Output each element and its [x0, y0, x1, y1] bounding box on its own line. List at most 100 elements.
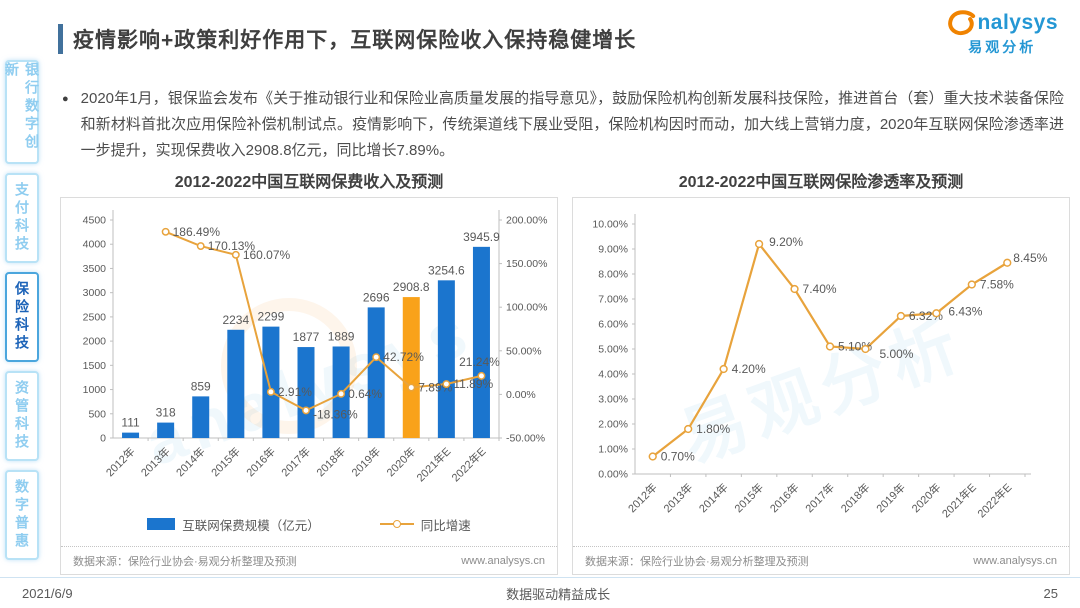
svg-text:3945.9: 3945.9 [463, 230, 500, 244]
svg-text:2017年: 2017年 [278, 444, 313, 479]
svg-text:11.89%: 11.89% [453, 377, 493, 391]
legend-item-bars: 互联网保费规模（亿元） [147, 515, 320, 534]
bar-swatch-icon [147, 518, 176, 530]
legend-item-line: 同比增速 [379, 515, 471, 534]
svg-text:1500: 1500 [83, 360, 107, 372]
svg-text:2020年: 2020年 [383, 444, 418, 479]
svg-text:50.00%: 50.00% [506, 345, 542, 357]
premium-income-chart: 0 500 1000 1500 2000 2500 3000 3500 4000 4500 -50.… [83, 210, 547, 484]
svg-text:200.00%: 200.00% [506, 215, 547, 227]
left-source-label: 数据来源：保险行业协会·易观分析整理及预测 [73, 555, 297, 568]
svg-text:2.91%: 2.91% [278, 385, 312, 399]
svg-text:2.00%: 2.00% [598, 419, 628, 431]
svg-text:2022年E: 2022年E [448, 444, 488, 484]
logo-brand-text: nalysys [977, 11, 1058, 34]
svg-text:3254.6: 3254.6 [428, 263, 465, 277]
penetration-rate-panel: 2012-2022中国互联网保险渗透率及预测 易观分析 0.00% 1.00% 2.… [572, 168, 1070, 575]
right-source-row: 数据来源：保险行业协会·易观分析整理及预测 www.analysys.cn [573, 546, 1069, 574]
svg-text:318: 318 [156, 406, 176, 420]
svg-text:1889: 1889 [328, 329, 355, 343]
left-website-link[interactable]: www.analysys.cn [461, 554, 545, 567]
svg-text:2000: 2000 [83, 336, 107, 348]
sidebar-item-banking-digital[interactable]: 银行数字创新 [4, 60, 40, 164]
left-chart-box: analysys 0 500 1000 1500 2000 2500 3000 3500 400… [60, 197, 558, 575]
legend-label-bars: 互联网保费规模（亿元） [182, 518, 320, 533]
right-chart-box: 易观分析 0.00% 1.00% 2.00% 3.00% 4.00% 5.00% 6.00%… [572, 197, 1070, 575]
analysys-logo: nalysys 易观分析 [946, 10, 1058, 57]
svg-text:3.00%: 3.00% [598, 394, 628, 406]
svg-text:8.00%: 8.00% [598, 269, 628, 281]
svg-text:2019年: 2019年 [873, 480, 908, 515]
svg-text:859: 859 [191, 379, 211, 393]
svg-text:7.00%: 7.00% [598, 294, 628, 306]
svg-text:-50.00%: -50.00% [506, 433, 545, 445]
svg-text:2016年: 2016年 [767, 480, 802, 515]
svg-text:1000: 1000 [83, 384, 107, 396]
svg-text:0.70%: 0.70% [661, 450, 695, 464]
svg-text:2015年: 2015年 [731, 480, 766, 515]
svg-text:2016年: 2016年 [243, 444, 278, 479]
svg-text:5.00%: 5.00% [879, 347, 913, 361]
svg-text:2019年: 2019年 [348, 444, 383, 479]
svg-text:0.00%: 0.00% [506, 389, 536, 401]
svg-text:9.00%: 9.00% [598, 244, 628, 256]
svg-text:2908.8: 2908.8 [393, 280, 430, 294]
svg-text:21.24%: 21.24% [459, 355, 500, 369]
svg-text:7.58%: 7.58% [980, 278, 1014, 292]
sidebar-item-payment-tech[interactable]: 支付科技 [5, 173, 39, 263]
svg-text:4.00%: 4.00% [598, 369, 628, 381]
title-accent-bar [58, 24, 63, 54]
svg-text:2017年: 2017年 [802, 480, 837, 515]
svg-text:170.13%: 170.13% [208, 239, 256, 253]
svg-text:2015年: 2015年 [208, 444, 243, 479]
svg-text:2018年: 2018年 [313, 444, 348, 479]
svg-text:186.49%: 186.49% [173, 225, 221, 239]
sidebar-item-asset-mgmt-tech[interactable]: 资管科技 [5, 371, 39, 461]
svg-text:2013年: 2013年 [660, 480, 695, 515]
sidebar-item-digital-inclusion[interactable]: 数字普惠 [5, 470, 39, 560]
logo-brand-cn: 易观分析 [968, 39, 1037, 55]
left-chart-legend: 互联网保费规模（亿元） 同比增速 [61, 510, 557, 538]
svg-text:3000: 3000 [83, 287, 107, 299]
svg-text:500: 500 [88, 408, 106, 420]
svg-text:1.80%: 1.80% [696, 422, 730, 436]
svg-text:9.20%: 9.20% [769, 235, 803, 249]
line-swatch-icon [379, 520, 414, 528]
svg-text:6.00%: 6.00% [598, 319, 628, 331]
svg-text:2022年E: 2022年E [974, 480, 1014, 520]
left-source-row: 数据来源：保险行业协会·易观分析整理及预测 www.analysys.cn [61, 546, 557, 574]
page-title: 疫情影响+政策利好作用下，互联网保险收入保持稳健增长 [73, 29, 637, 52]
footer-page-number: 25 [1043, 585, 1058, 601]
logo-swoosh-icon [948, 10, 976, 36]
svg-text:0.00%: 0.00% [598, 469, 628, 481]
svg-text:2012年: 2012年 [103, 444, 138, 479]
footer-slogan: 数据驱动精益成长 [506, 586, 611, 602]
right-chart-title: 2012-2022中国互联网保险渗透率及预测 [678, 174, 964, 191]
svg-text:150.00%: 150.00% [506, 258, 547, 270]
svg-text:2299: 2299 [258, 310, 285, 324]
svg-text:160.07%: 160.07% [243, 248, 291, 262]
svg-text:2014年: 2014年 [173, 444, 208, 479]
svg-text:1877: 1877 [293, 330, 320, 344]
svg-text:4.20%: 4.20% [732, 362, 766, 376]
svg-text:8.45%: 8.45% [1013, 251, 1047, 265]
svg-text:2013年: 2013年 [138, 444, 173, 479]
svg-text:2018年: 2018年 [838, 480, 873, 515]
summary-block: ● 2020年1月，银保监会发布《关于推动银行业和保险业高质量发展的指导意见》，… [62, 86, 1064, 164]
svg-text:-18.36%: -18.36% [313, 407, 358, 421]
bullet-icon: ● [62, 93, 69, 105]
svg-text:2020年: 2020年 [908, 480, 943, 515]
right-website-link[interactable]: www.analysys.cn [973, 554, 1057, 567]
svg-text:1.00%: 1.00% [598, 444, 628, 456]
svg-text:4500: 4500 [83, 215, 107, 227]
sidebar-item-insurance-tech[interactable]: 保险科技 [5, 272, 39, 362]
summary-text: 2020年1月，银保监会发布《关于推动银行业和保险业高质量发展的指导意见》，鼓励… [80, 90, 1064, 159]
svg-text:4000: 4000 [83, 239, 107, 251]
svg-text:6.43%: 6.43% [948, 304, 982, 318]
svg-text:2021年E: 2021年E [939, 480, 979, 520]
svg-text:2500: 2500 [83, 311, 107, 323]
premium-income-panel: 2012-2022中国互联网保费收入及预测 analysys 0 500 1000 1… [60, 168, 558, 575]
svg-text:2021年E: 2021年E [413, 444, 453, 484]
vertical-nav: 银行数字创新 支付科技 保险科技 资管科技 数字普惠 [4, 60, 40, 560]
